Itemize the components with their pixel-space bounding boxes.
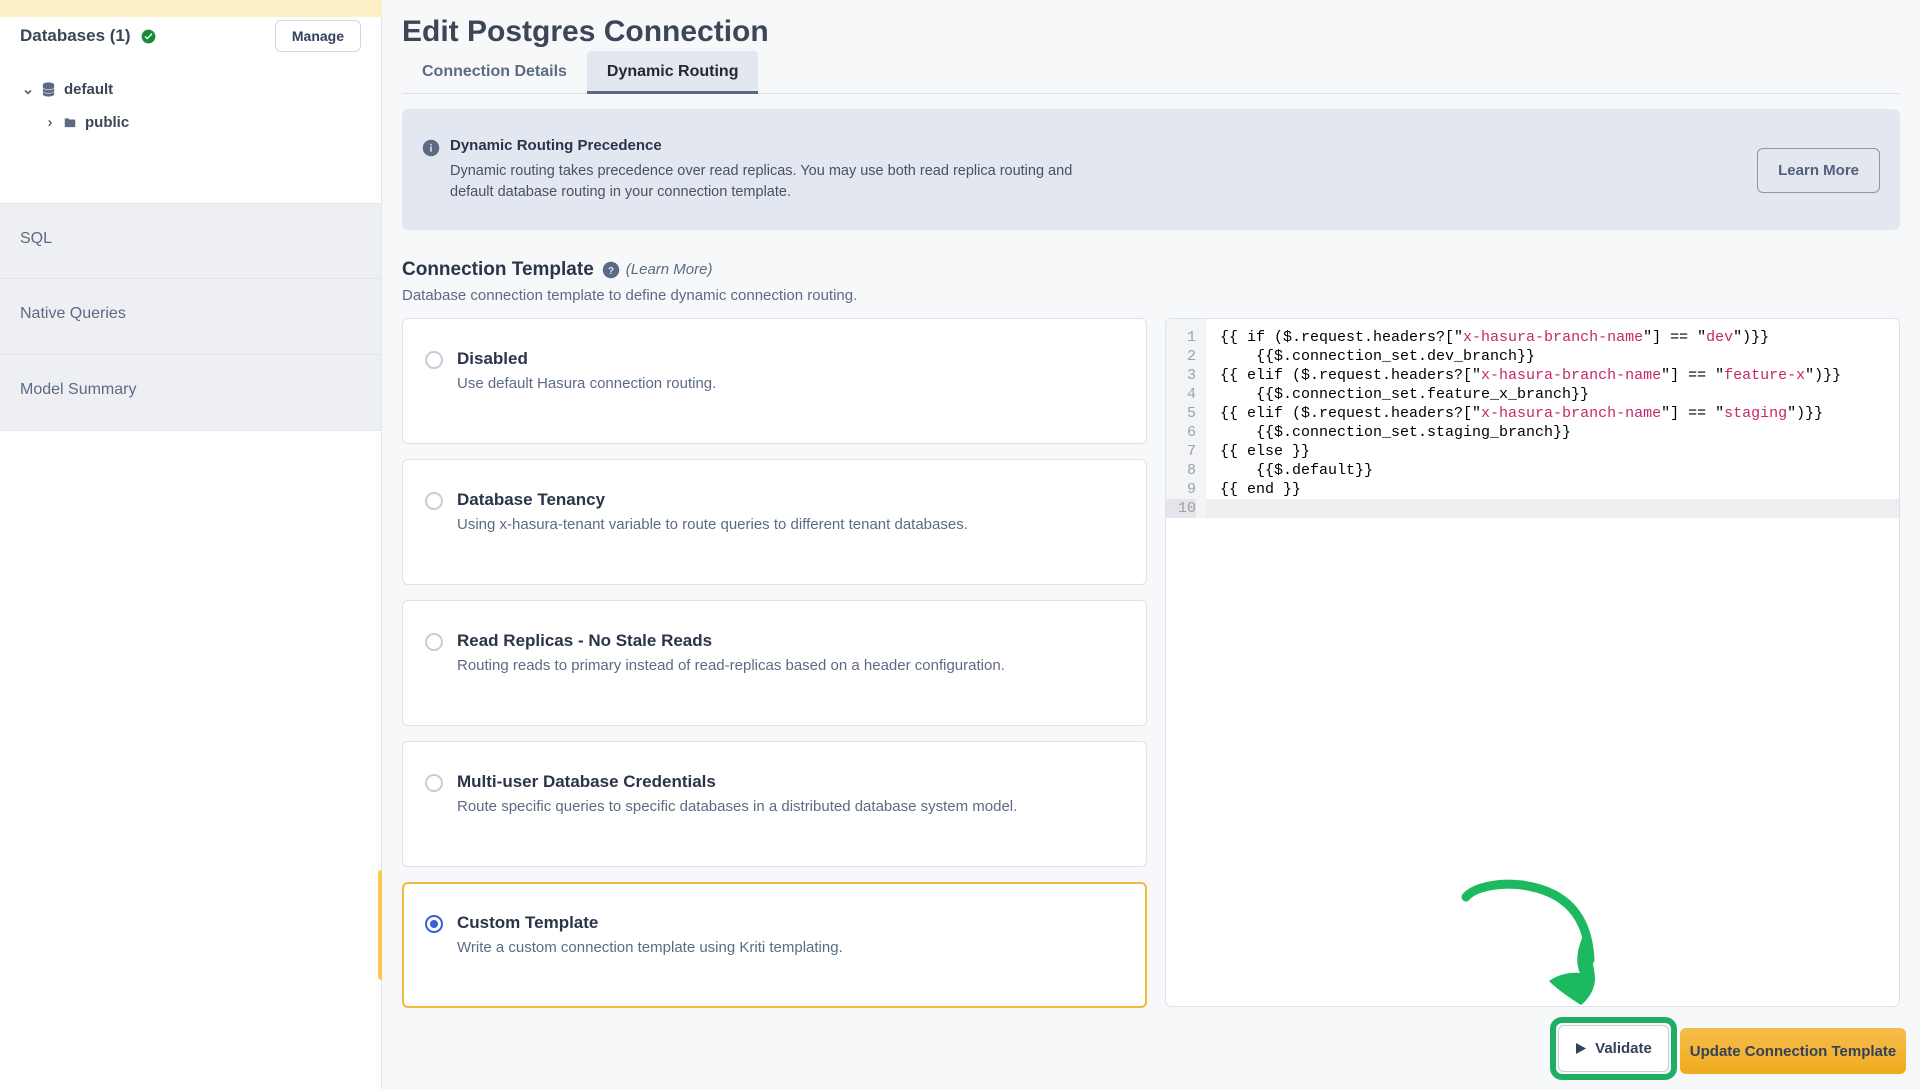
svg-text:?: ?	[608, 265, 614, 276]
